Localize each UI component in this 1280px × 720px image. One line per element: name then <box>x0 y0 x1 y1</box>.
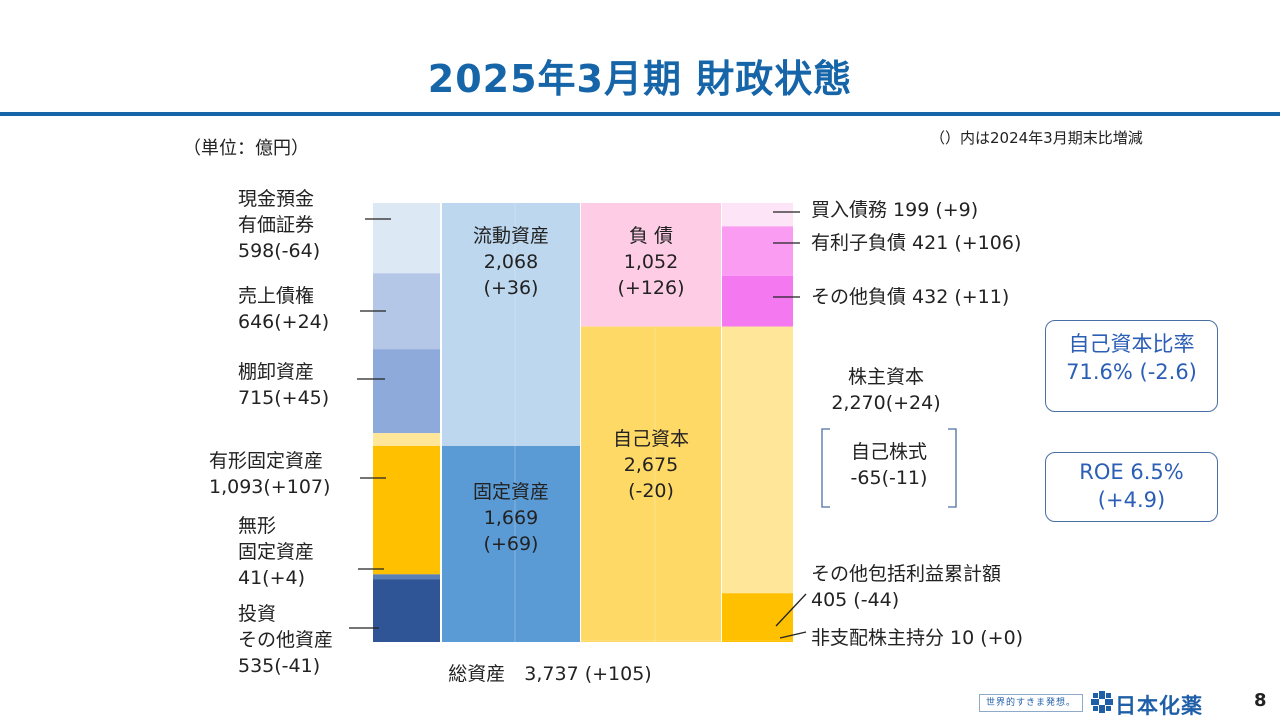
equity-ratio-label: 自己資本比率 <box>1068 332 1195 356</box>
label-liabilities: 負 債 1,052 (+126) <box>617 225 685 299</box>
roe-box: ROE 6.5% (+4.9) <box>1045 452 1218 522</box>
leader-lines <box>349 211 807 639</box>
bar-segment-asset_summary-0 <box>442 203 580 446</box>
label-intangible: 無形 固定資産 41(+4) <box>238 515 315 589</box>
label-oci: その他包括利益累計額 405 (-44) <box>811 563 1002 611</box>
total-assets-label: 総資産 3,737 (+105) <box>448 663 652 685</box>
bar-segment-liab_equity_summary-0 <box>581 203 721 327</box>
roe-change: (+4.9) <box>1097 488 1166 512</box>
bar-segment-liab_equity_detail-0 <box>722 203 793 227</box>
bar-segment-asset_detail-3 <box>373 433 440 446</box>
bar-segment-asset_summary-1 <box>442 445 580 642</box>
bar-segment-asset_detail-4 <box>373 445 440 575</box>
company-name: 日本化薬 <box>1115 694 1203 718</box>
label-receivables: 売上債権 646(+24) <box>238 285 330 333</box>
equity-ratio-value: 71.6% (-2.6) <box>1066 360 1197 384</box>
label-equity: 自己資本 2,675 (-20) <box>612 428 689 502</box>
unit-note: （単位：億円） <box>183 138 309 159</box>
bar-segment-liab_equity_summary-2 <box>581 640 721 642</box>
label-current-assets: 流動資産 2,068 (+36) <box>472 225 549 299</box>
bar-segment-asset_detail-5 <box>373 574 440 580</box>
page-title: 2025年3月期 財政状態 <box>427 57 853 101</box>
label-ppe: 有形固定資産 1,093(+107) <box>209 450 331 498</box>
label-nci: 非支配株主持分 10 (+0) <box>811 627 1024 649</box>
leader-oci <box>775 593 807 627</box>
label-cash: 現金預金 有価証券 598(-64) <box>238 188 321 262</box>
bar-segment-asset_detail-0 <box>373 203 440 274</box>
comparison-note: （）内は2024年3月期末比増減 <box>930 129 1143 147</box>
bar-segment-liab_equity_detail-2 <box>722 275 793 327</box>
treasury-bracket-right <box>948 428 957 508</box>
treasury-bracket <box>821 428 957 508</box>
bar-segment-liab_equity_detail-1 <box>722 226 793 276</box>
bar-segment-liab_equity_detail-3 <box>722 326 793 594</box>
bar-segment-asset_detail-6 <box>373 579 440 642</box>
page-number: 8 <box>1254 690 1267 711</box>
bar-segment-liab_equity_summary-1 <box>581 326 721 641</box>
label-payables: 買入債務 199 (+9) <box>811 199 979 221</box>
leader-nci <box>779 631 807 639</box>
equity-ratio-box: 自己資本比率 71.6% (-2.6) <box>1045 320 1218 412</box>
label-inventory: 棚卸資産 715(+45) <box>238 361 330 409</box>
label-fixed-assets: 固定資産 1,669 (+69) <box>472 481 549 555</box>
label-interest-debt: 有利子負債 421 (+106) <box>811 232 1022 254</box>
label-investments: 投資 その他資産 535(-41) <box>238 603 334 677</box>
title-divider <box>0 112 1280 116</box>
label-treasury: 自己株式 -65(-11) <box>850 441 928 489</box>
bar-segment-liab_equity_detail-5 <box>722 640 793 642</box>
roe-label: ROE 6.5% <box>1079 460 1184 484</box>
label-other-liab: その他負債 432 (+11) <box>811 286 1010 308</box>
company-logo-icon <box>1091 691 1113 713</box>
bar-segment-asset_detail-2 <box>373 349 440 434</box>
label-shareholders-equity: 株主資本 2,270(+24) <box>831 366 941 414</box>
corporate-slogan: 世界的すきま発想。 <box>979 694 1083 712</box>
treasury-bracket-left <box>821 428 830 508</box>
bar-segment-liab_equity_detail-4 <box>722 593 793 641</box>
